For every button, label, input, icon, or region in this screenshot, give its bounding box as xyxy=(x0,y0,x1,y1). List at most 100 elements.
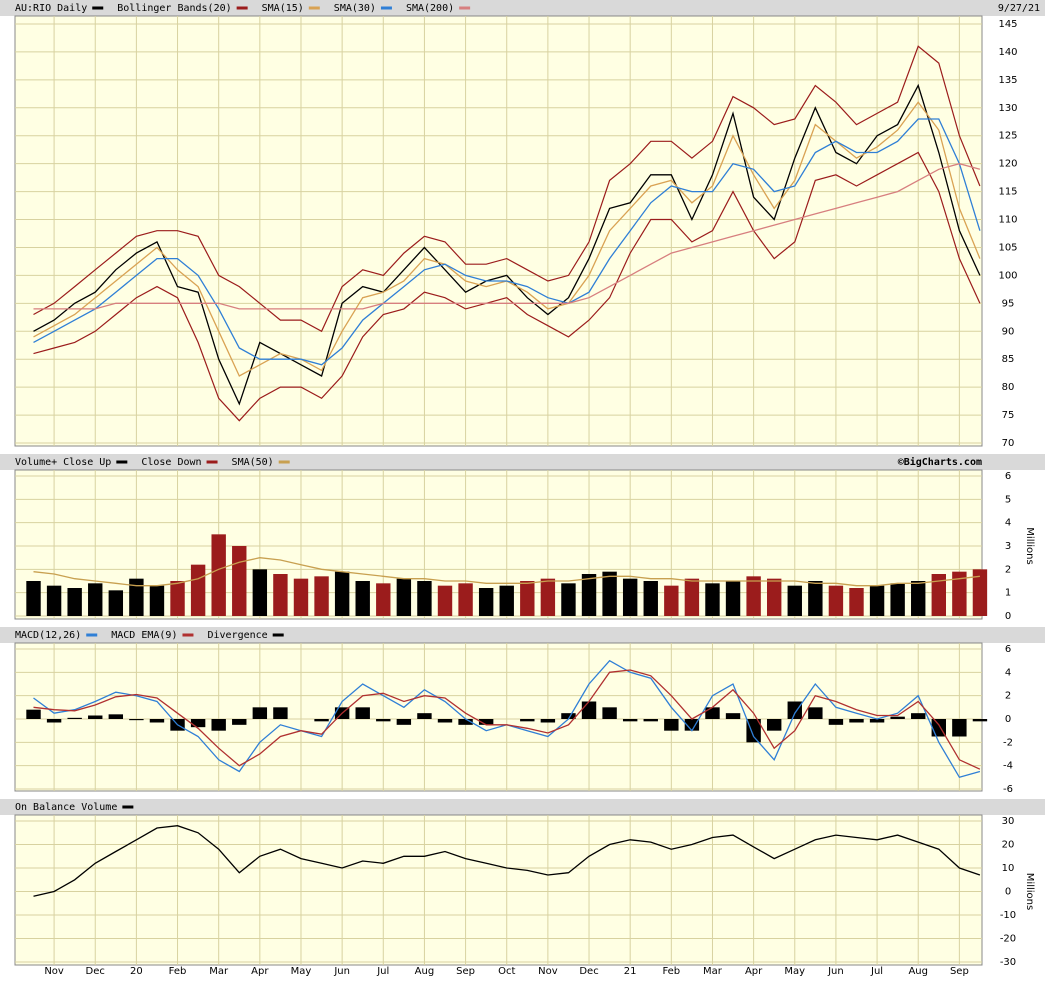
bar xyxy=(808,581,823,616)
bar xyxy=(149,585,165,616)
bar xyxy=(170,581,185,616)
y-tick-label: 80 xyxy=(1002,382,1015,393)
bar xyxy=(417,581,432,616)
series-line xyxy=(33,163,981,310)
y-tick-label: 100 xyxy=(998,270,1017,281)
header-bar xyxy=(0,454,1045,470)
y-tick-label: 4 xyxy=(1005,518,1011,529)
bar xyxy=(273,574,288,616)
bar xyxy=(520,719,535,722)
x-tick-label: Oct xyxy=(498,966,515,977)
bar xyxy=(622,719,638,722)
bar xyxy=(293,578,309,616)
x-tick-label: Apr xyxy=(251,966,269,977)
bar xyxy=(952,719,967,737)
bar xyxy=(314,576,329,616)
legend-label: SMA(30) xyxy=(334,3,376,14)
x-tick-label: Dec xyxy=(579,966,598,977)
bar xyxy=(684,719,700,731)
bar xyxy=(46,585,62,616)
bar xyxy=(108,714,124,719)
date-label: 9/27/21 xyxy=(998,3,1040,14)
bar xyxy=(581,701,597,719)
bar xyxy=(334,571,350,616)
bar xyxy=(396,578,412,616)
y-tick-label: 0 xyxy=(1005,714,1011,725)
bar xyxy=(602,571,617,616)
x-tick-label: Dec xyxy=(86,966,105,977)
legend-label: Bollinger Bands(20) xyxy=(117,3,231,14)
band-lower xyxy=(33,151,981,422)
bar xyxy=(849,588,864,616)
x-tick-label: Sep xyxy=(950,966,969,977)
legend-label: SMA(50) xyxy=(232,457,274,468)
y-tick-label: 135 xyxy=(998,75,1017,86)
source-label: ©BigCharts.com xyxy=(898,456,982,468)
y-axis-label: Millions xyxy=(1024,527,1035,564)
bar xyxy=(725,713,741,719)
y-tick-label: 145 xyxy=(998,19,1017,30)
header-bar xyxy=(0,799,1045,815)
header-bar xyxy=(0,0,1045,16)
panel: MACD(12,26) MACD EMA(9) Divergence -6 -4 -2 0 2… xyxy=(0,627,1045,795)
x-tick-label: Jun xyxy=(827,966,844,977)
bar xyxy=(664,585,679,616)
legend-label: MACD(12,26) xyxy=(15,630,81,641)
bar xyxy=(643,719,658,722)
panel-header: MACD(12,26) MACD EMA(9) Divergence xyxy=(0,627,1045,643)
panel-header: AU:RIO Daily Bollinger Bands(20) SMA(15) SM… xyxy=(0,0,1045,16)
x-tick-label: Nov xyxy=(538,966,558,977)
y-tick-label: 0 xyxy=(1005,887,1011,898)
series-line xyxy=(33,557,980,587)
x-tick-label: Feb xyxy=(169,966,187,977)
x-tick-label: May xyxy=(784,966,805,977)
y-tick-label: -10 xyxy=(1000,910,1016,921)
legend-label: SMA(15) xyxy=(262,3,304,14)
bar xyxy=(252,707,268,719)
bar xyxy=(746,576,761,616)
series-line xyxy=(33,825,981,897)
y-tick-label: 4 xyxy=(1005,667,1011,678)
x-tick-label: Feb xyxy=(662,966,680,977)
bar xyxy=(972,719,988,722)
y-tick-label: 70 xyxy=(1002,438,1015,449)
bar xyxy=(478,719,494,725)
y-tick-label: 140 xyxy=(998,47,1017,58)
bar xyxy=(232,719,247,725)
legend-label: AU:RIO Daily xyxy=(15,3,87,14)
y-tick-label: -20 xyxy=(1000,934,1016,945)
bar xyxy=(684,578,700,616)
bar xyxy=(478,588,494,616)
x-tick-label: 20 xyxy=(130,966,143,977)
plot-area xyxy=(14,814,983,966)
bar xyxy=(869,719,885,723)
bar xyxy=(602,707,617,719)
bar xyxy=(828,719,844,725)
bar xyxy=(376,719,391,722)
bar xyxy=(766,578,782,616)
bar xyxy=(664,719,679,731)
y-tick-label: -30 xyxy=(1000,957,1016,968)
bar xyxy=(520,581,535,616)
bar xyxy=(355,707,370,719)
y-tick-label: 75 xyxy=(1002,410,1015,421)
bar xyxy=(540,719,556,723)
bar xyxy=(869,585,885,616)
legend-label: Divergence xyxy=(207,630,267,641)
bar xyxy=(972,569,988,616)
bar xyxy=(67,717,82,719)
bar xyxy=(252,569,268,616)
legend-label: On Balance Volume xyxy=(15,802,117,813)
x-tick-label: Aug xyxy=(415,966,435,977)
y-axis-label: Millions xyxy=(1024,873,1035,910)
band-upper xyxy=(33,45,981,333)
bar xyxy=(540,578,556,616)
plot-area xyxy=(14,642,983,792)
bar xyxy=(849,719,864,723)
bar xyxy=(46,719,62,723)
bar xyxy=(376,583,391,616)
bar xyxy=(458,583,473,616)
y-tick-label: -4 xyxy=(1003,761,1013,772)
bar xyxy=(314,719,329,722)
